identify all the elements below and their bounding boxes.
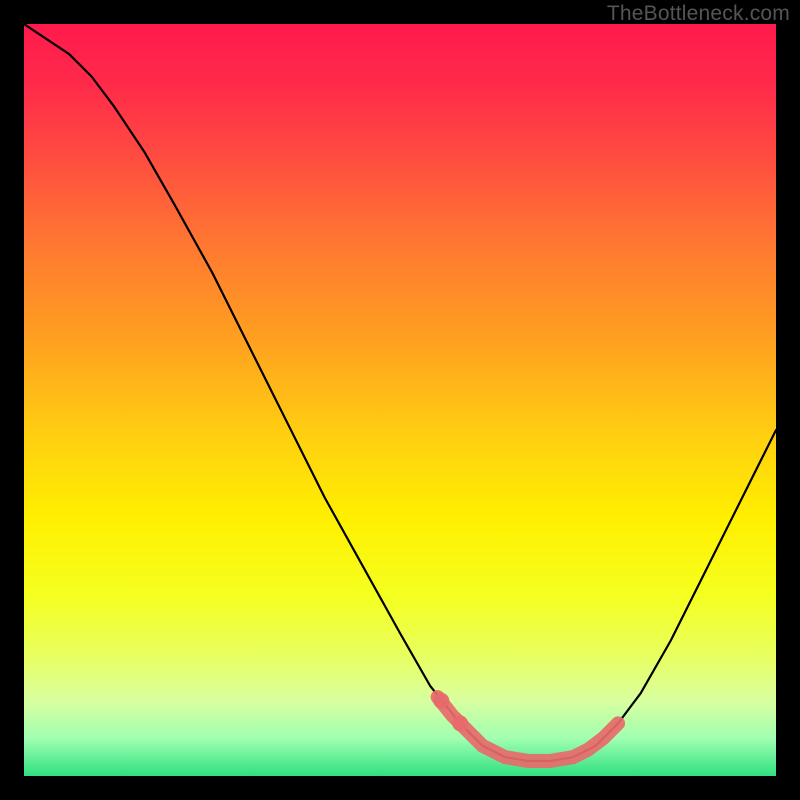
watermark-text: TheBottleneck.com [607,2,790,26]
chart-container: TheBottleneck.com [0,0,800,800]
plot-area [24,24,776,776]
chart-svg [24,24,776,776]
gradient-background [24,24,776,776]
